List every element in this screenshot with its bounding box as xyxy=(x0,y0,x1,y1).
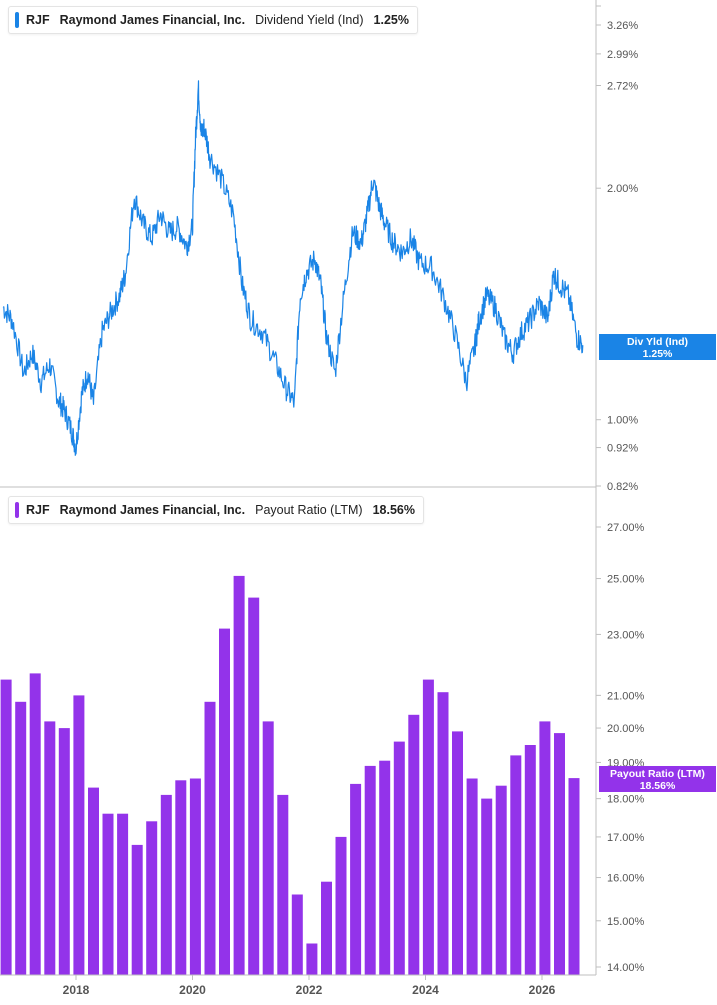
payout-bar xyxy=(306,943,318,975)
payout-bar xyxy=(160,794,172,975)
payout-axis-tick-label: 27.00% xyxy=(607,522,645,534)
yield-axis-tick-label: 2.72% xyxy=(607,80,638,92)
legend-company: Raymond James Financial, Inc. xyxy=(59,13,246,27)
badge-value: 18.56% xyxy=(640,780,676,792)
payout-bar xyxy=(44,721,56,975)
payout-bar xyxy=(248,597,260,975)
payout-bar xyxy=(0,679,12,975)
payout-ratio-badge: Payout Ratio (LTM)18.56% xyxy=(599,766,716,792)
payout-bar xyxy=(554,733,565,975)
payout-bar xyxy=(321,881,332,975)
legend-ticker: RJF xyxy=(26,13,50,27)
payout-bar xyxy=(219,628,230,975)
legend-value: 18.56% xyxy=(372,503,415,517)
legend-metric: Dividend Yield (Ind) xyxy=(255,13,364,27)
payout-bar xyxy=(379,760,391,975)
payout-axis-tick-label: 23.00% xyxy=(607,629,645,641)
payout-bar xyxy=(539,721,551,975)
payout-bar xyxy=(102,813,114,975)
payout-bar xyxy=(204,701,216,975)
x-tick-label: 2020 xyxy=(179,983,206,997)
badge-label: Div Yld (Ind) xyxy=(627,336,688,348)
payout-bar xyxy=(393,741,405,975)
dividend-yield-badge: Div Yld (Ind)1.25% xyxy=(599,334,716,360)
payout-ratio-legend[interactable]: RJF Raymond James Financial, Inc. Payout… xyxy=(8,496,424,524)
payout-bar xyxy=(437,692,449,975)
x-tick-label: 2026 xyxy=(529,983,556,997)
badge-value: 1.25% xyxy=(643,348,673,360)
yield-axis-tick-label: 1.00% xyxy=(607,415,638,427)
payout-axis-tick-label: 20.00% xyxy=(607,723,645,735)
legend-ticker: RJF xyxy=(26,503,50,517)
payout-bar xyxy=(452,731,463,975)
payout-bar xyxy=(233,575,245,975)
badge-background xyxy=(599,766,716,792)
payout-axis-tick-label: 21.00% xyxy=(607,690,645,702)
legend-company: Raymond James Financial, Inc. xyxy=(59,503,246,517)
yield-axis-tick-label: 3.26% xyxy=(607,20,638,32)
badge-label: Payout Ratio (LTM) xyxy=(610,768,705,780)
payout-bar xyxy=(88,787,99,975)
series-swatch xyxy=(15,12,19,28)
payout-bar xyxy=(510,755,522,975)
payout-bar xyxy=(364,765,376,975)
yield-axis-tick-label: 0.82% xyxy=(607,481,638,493)
payout-bar xyxy=(291,894,303,975)
dividend-yield-y-axis: 0.82% 0.92% 1.00% 2.00% 2.72% 2.99% 3.26% xyxy=(596,5,638,493)
payout-bar xyxy=(131,844,143,975)
payout-bar xyxy=(175,780,187,975)
yield-axis-tick-label: 0.92% xyxy=(607,443,638,455)
dividend-yield-legend[interactable]: RJF Raymond James Financial, Inc. Divide… xyxy=(8,6,418,34)
payout-axis-tick-label: 25.00% xyxy=(607,574,645,586)
payout-axis-tick-label: 14.00% xyxy=(607,962,645,974)
payout-bar xyxy=(146,821,158,975)
payout-axis-tick-label: 16.00% xyxy=(607,873,645,885)
x-tick-label: 2024 xyxy=(412,983,439,997)
payout-axis-tick-label: 15.00% xyxy=(607,916,645,928)
badge-background xyxy=(599,334,716,360)
series-swatch xyxy=(15,502,19,518)
payout-bar xyxy=(481,798,493,975)
payout-bar xyxy=(568,778,580,975)
payout-axis-tick-label: 18.00% xyxy=(607,794,645,806)
payout-bar xyxy=(408,714,420,975)
payout-bar xyxy=(73,695,85,975)
yield-axis-tick-label: 2.99% xyxy=(607,49,638,61)
dividend-yield-plot xyxy=(2,80,584,456)
payout-bar xyxy=(466,778,478,975)
payout-bar xyxy=(189,778,201,975)
payout-bar xyxy=(495,785,507,975)
payout-bar xyxy=(524,745,536,975)
payout-bar xyxy=(29,673,41,975)
legend-value: 1.25% xyxy=(373,13,409,27)
x-tick-label: 2018 xyxy=(63,983,90,997)
payout-bar xyxy=(15,701,27,975)
payout-bar xyxy=(335,836,347,975)
x-axis: 2018 2020 2022 2024 2026 xyxy=(0,974,596,997)
legend-metric: Payout Ratio (LTM) xyxy=(255,503,363,517)
payout-bar xyxy=(277,794,289,975)
x-tick-label: 2022 xyxy=(296,983,323,997)
payout-bar xyxy=(350,783,362,975)
payout-ratio-y-axis: 14.00%15.00%16.00%17.00%18.00%19.00%20.0… xyxy=(596,522,645,974)
yield-axis-tick-label: 2.00% xyxy=(607,183,638,195)
payout-axis-tick-label: 17.00% xyxy=(607,832,645,844)
payout-bar xyxy=(58,728,70,975)
payout-bar xyxy=(117,813,129,975)
payout-bar xyxy=(262,721,274,975)
payout-bar xyxy=(422,679,434,975)
payout-ratio-plot xyxy=(0,575,580,975)
dividend-yield-line xyxy=(2,80,584,456)
